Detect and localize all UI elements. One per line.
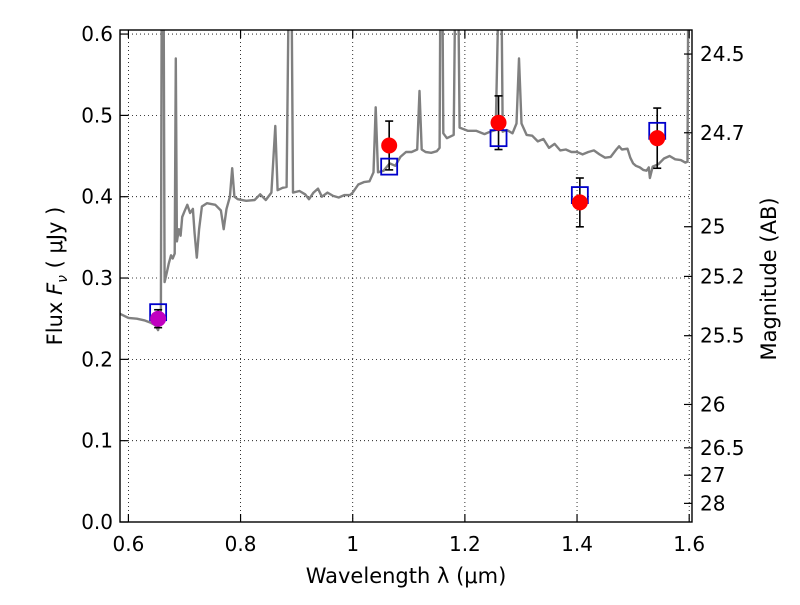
- x-tick-label: 0.6: [113, 532, 145, 556]
- x-tick-label: 1: [346, 532, 359, 556]
- y2-tick-label: 24.7: [700, 121, 745, 145]
- y2-tick-label: 24.5: [700, 42, 745, 66]
- y2-tick-label: 28: [700, 491, 725, 515]
- y-tick-label: 0.2: [81, 347, 113, 371]
- y2-axis-label: Magnitude (AB): [757, 197, 781, 360]
- y2-tick-label: 26: [700, 392, 725, 416]
- model-sed-line: [120, 30, 690, 332]
- observed-photometry-point: [381, 137, 398, 154]
- y2-tick-label: 25: [700, 215, 725, 239]
- observed-photometry-point: [649, 130, 666, 147]
- y-tick-label: 0.5: [81, 103, 113, 127]
- y-tick-label: 0.6: [81, 22, 113, 46]
- y-tick-label: 0.4: [81, 185, 113, 209]
- plot-data: [120, 30, 690, 332]
- y-axis-label: Flux Fν ( μJy ): [43, 207, 71, 346]
- observed-photometry-point: [571, 194, 588, 211]
- x-tick-label: 1.4: [561, 532, 593, 556]
- y-tick-label: 0.1: [81, 429, 113, 453]
- x-axis-label: Wavelength λ (μm): [306, 564, 507, 588]
- y-tick-label: 0.0: [81, 510, 113, 534]
- y2-tick-label: 25.5: [700, 324, 745, 348]
- x-tick-label: 0.8: [225, 532, 257, 556]
- observed-photometry-point: [150, 310, 167, 327]
- y2-tick-label: 26.5: [700, 436, 745, 460]
- plot-frame: [119, 29, 693, 523]
- axes: 0.6 0.8 1 1.2 1.4 1.6 0.0 0.1 0.2 0.3 0.4 0.5 0.6 24.…: [81, 22, 744, 556]
- observed-photometry-point: [490, 114, 507, 131]
- x-tick-label: 1.2: [449, 532, 481, 556]
- x-tick-label: 1.6: [673, 532, 705, 556]
- y2-tick-label: 25.2: [700, 264, 745, 288]
- y2-tick-label: 27: [700, 463, 725, 487]
- y-tick-label: 0.3: [81, 266, 113, 290]
- model-photometry-square: [380, 157, 399, 176]
- grid: [120, 30, 692, 522]
